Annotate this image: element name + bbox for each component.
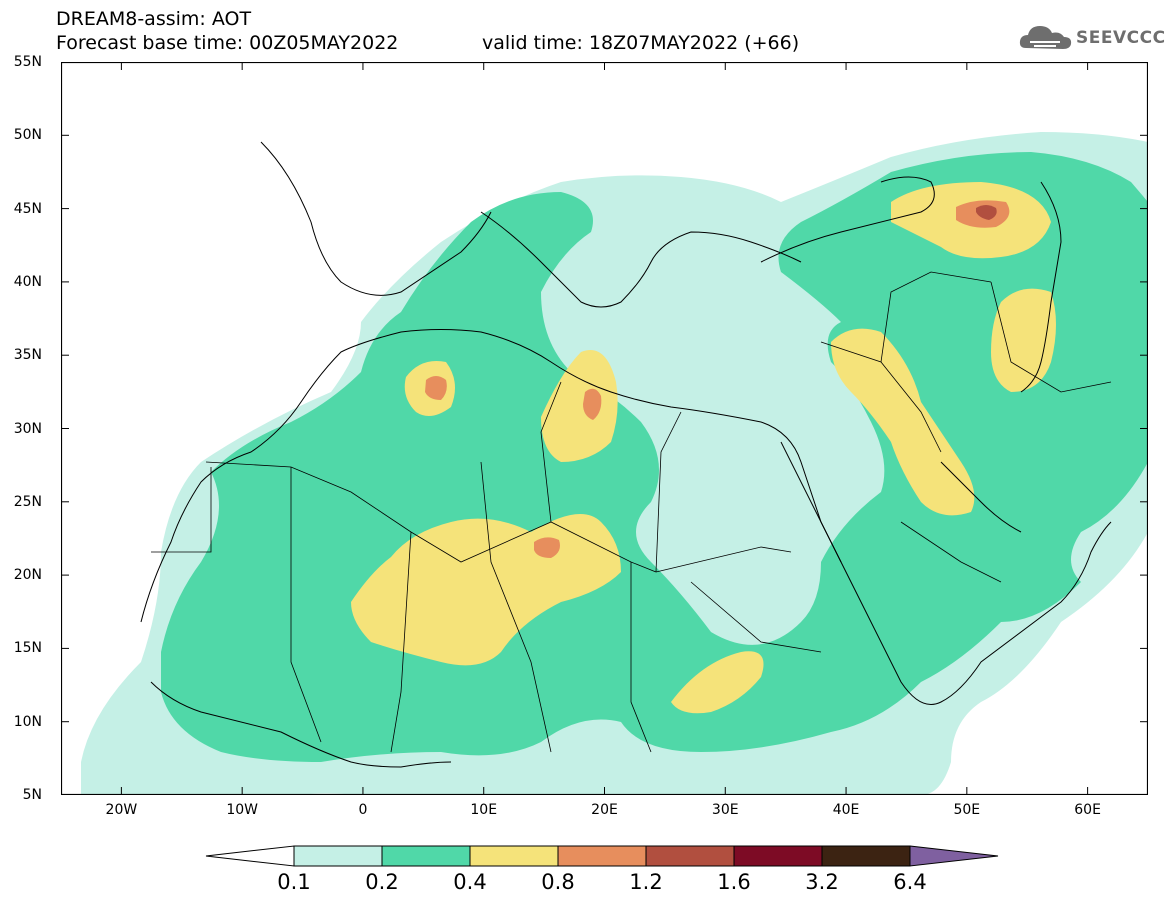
colorbar-level-label: 1.2 bbox=[629, 870, 663, 894]
lat-tick-label: 30N bbox=[13, 420, 42, 437]
brand-name: SEEVCCC bbox=[1076, 28, 1165, 48]
aot-field-0.4-f bbox=[671, 651, 764, 714]
colorbar bbox=[205, 845, 999, 867]
lon-tick-label: 10W bbox=[226, 802, 258, 818]
lon-tick-label: 20W bbox=[105, 802, 138, 818]
lon-tick-label: 10E bbox=[470, 802, 498, 818]
colorbar-level-label: 1.6 bbox=[717, 870, 751, 894]
country-borders bbox=[151, 271, 1112, 753]
colorbar-level-label: 6.4 bbox=[893, 870, 927, 894]
aot-shading bbox=[81, 132, 1148, 795]
colorbar-cell bbox=[469, 845, 559, 867]
aot-field-0.8-b bbox=[583, 388, 602, 420]
lat-tick-label: 40N bbox=[13, 273, 42, 290]
cloud-logo-icon bbox=[1019, 26, 1072, 49]
lon-tick-label: 20E bbox=[591, 802, 618, 818]
aot-field-0.8-c bbox=[534, 537, 560, 558]
colorbar-cell bbox=[733, 845, 823, 867]
lat-tick-label: 50N bbox=[13, 127, 42, 144]
lat-tick-label: 15N bbox=[13, 640, 42, 657]
title-line-1: DREAM8-assim: AOT bbox=[56, 8, 252, 30]
colorbar-cell bbox=[381, 845, 471, 867]
aot-field-0.8-a bbox=[425, 376, 447, 400]
colorbar-level-label: 0.1 bbox=[277, 870, 311, 894]
lat-tick-label: 20N bbox=[13, 567, 42, 584]
lat-tick-label: 45N bbox=[13, 200, 42, 217]
lon-tick-label: 0 bbox=[358, 802, 368, 818]
aot-map bbox=[61, 62, 1148, 795]
colorbar-level-label: 0.2 bbox=[365, 870, 399, 894]
colorbar-cell bbox=[293, 845, 383, 867]
colorbar-level-label: 0.8 bbox=[541, 870, 575, 894]
colorbar-level-label: 0.4 bbox=[453, 870, 487, 894]
brand-logo: SEEVCCC bbox=[1018, 22, 1165, 58]
lon-tick-label: 50E bbox=[953, 802, 981, 818]
colorbar-level-label: 3.2 bbox=[805, 870, 839, 894]
lat-tick-label: 25N bbox=[13, 493, 42, 510]
valid-time-label: valid time: 18Z07MAY2022 (+66) bbox=[482, 32, 800, 54]
axis-ticks bbox=[61, 62, 1148, 795]
lat-tick-label: 5N bbox=[22, 787, 42, 803]
colorbar-overflow bbox=[909, 845, 999, 867]
colorbar-underflow bbox=[205, 845, 295, 867]
aot-field-1.2 bbox=[976, 205, 997, 220]
lon-tick-label: 60E bbox=[1074, 802, 1101, 818]
aot-field-0.4-c bbox=[831, 328, 975, 516]
lat-tick-label: 35N bbox=[13, 347, 42, 364]
lat-tick-label: 55N bbox=[13, 54, 42, 70]
lat-tick-label: 10N bbox=[13, 713, 42, 730]
lon-tick-label: 40E bbox=[832, 802, 860, 818]
colorbar-cell bbox=[557, 845, 647, 867]
aot-field-0.4-b bbox=[541, 350, 618, 462]
colorbar-cell bbox=[821, 845, 911, 867]
colorbar-cell bbox=[645, 845, 735, 867]
coastlines bbox=[140, 141, 1112, 768]
title-line-2: Forecast base time: 00Z05MAY2022 bbox=[56, 32, 399, 54]
lon-tick-label: 30E bbox=[711, 802, 739, 818]
